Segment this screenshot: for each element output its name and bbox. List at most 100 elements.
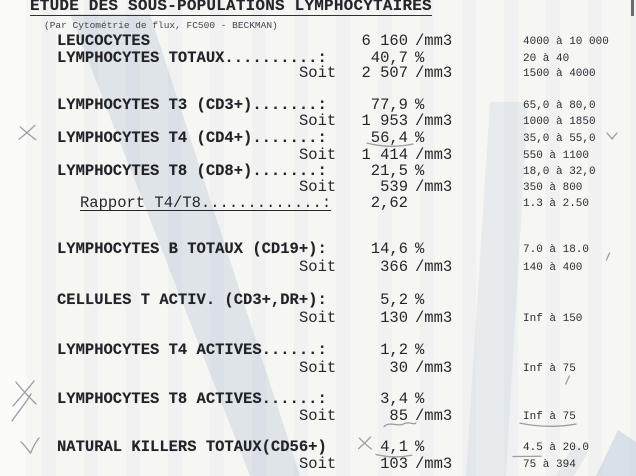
result-row: Soit 103/mm3 75 à 394 (0, 456, 636, 473)
test-name: NATURAL KILLERS TOTAUX(CD56+) (57, 438, 327, 456)
result-unit: /mm3 (415, 258, 453, 276)
result-row: LYMPHOCYTES T3 (CD3+).......: 77,9% 65,0 à… (0, 97, 636, 114)
result-unit: % (415, 438, 425, 456)
result-unit: % (415, 162, 425, 180)
result-unit: /mm3 (415, 32, 453, 50)
result-row: Soit 30/mm3 Inf à 75 (0, 360, 636, 377)
result-unit: /mm3 (415, 178, 453, 196)
soit-label: Soit (299, 258, 337, 276)
result-value: 4,1 (380, 438, 408, 456)
result-unit: % (415, 240, 425, 258)
test-name: CELLULES T ACTIV. (CD3+,DR+): (57, 291, 327, 309)
result-unit: /mm3 (415, 455, 453, 473)
result-unit: % (415, 390, 425, 408)
result-row: Soit 1 414/mm3 550 à 1100 (0, 147, 636, 164)
reference-range: 7.0 à 18.0 (523, 244, 590, 256)
result-row: Soit 1 953/mm3 1000 à 1850 (0, 113, 636, 130)
reference-range: 1500 à 4000 (523, 68, 596, 80)
result-row: Rapport T4/T8.............: 2,62 1.3 à 2.5… (0, 195, 636, 212)
result-unit: /mm3 (415, 359, 453, 377)
reference-range: 4000 à 10 000 (523, 36, 609, 48)
test-name: LYMPHOCYTES T8 (CD8+).......: (57, 162, 327, 180)
soit-label: Soit (299, 309, 337, 327)
result-row: LYMPHOCYTES T4 ACTIVES......: 1,2% (0, 342, 636, 359)
reference-range: 4.5 à 20.0 (523, 442, 590, 454)
result-value: 40,7 (370, 49, 408, 67)
result-row: Soit 539/mm3 350 à 800 (0, 179, 636, 196)
test-name: LYMPHOCYTES T3 (CD3+).......: (57, 96, 327, 114)
result-value: 30 (389, 359, 408, 377)
result-value: 103 (380, 455, 408, 473)
result-unit: /mm3 (415, 112, 453, 130)
soit-label: Soit (299, 64, 337, 82)
result-value: 3,4 (380, 390, 408, 408)
reference-range: 550 à 1100 (523, 150, 590, 162)
result-value: 6 160 (361, 32, 408, 50)
scan-edge-mark (631, 0, 634, 16)
result-unit: /mm3 (415, 309, 453, 327)
report-subtitle: (Par Cytométrie de flux, FC500 - BECKMAN… (44, 20, 278, 31)
reference-range: 1000 à 1850 (523, 116, 596, 128)
result-row: Soit 85/mm3 Inf à 75 (0, 408, 636, 425)
soit-label: Soit (299, 146, 337, 164)
result-row: Soit 130/mm3 Inf à 150 (0, 310, 636, 327)
result-value: 14,6 (370, 240, 408, 258)
result-unit: % (415, 341, 425, 359)
reference-range: 20 à 40 (523, 53, 570, 65)
result-row: LYMPHOCYTES TOTAUX..........: 40,7% 20 à 4… (0, 50, 636, 67)
test-name: Rapport T4/T8.............: (80, 194, 332, 212)
result-value: 1 953 (361, 112, 408, 130)
reference-range: 65,0 à 80,0 (523, 100, 596, 112)
result-value: 2 507 (361, 64, 408, 82)
result-value: 539 (380, 178, 408, 196)
test-name: LYMPHOCYTES T4 (CD4+).......: (57, 129, 327, 147)
result-row: LYMPHOCYTES T8 (CD8+).......: 21,5% 18,0 à… (0, 163, 636, 180)
result-value: 2,62 (370, 194, 408, 212)
reference-range: Inf à 150 (523, 313, 583, 325)
result-unit: /mm3 (415, 146, 453, 164)
result-unit: % (415, 96, 425, 114)
result-row: Soit 366/mm3 140 à 400 (0, 259, 636, 276)
reference-range: Inf à 75 (523, 411, 576, 423)
test-name: LYMPHOCYTES B TOTAUX (CD19+): (57, 240, 327, 258)
report-title: ETUDE DES SOUS-POPULATIONS LYMPHOCYTAIRE… (30, 0, 432, 16)
result-row: NATURAL KILLERS TOTAUX(CD56+) 4,1% 4.5 à 2… (0, 439, 636, 456)
test-name: LEUCOCYTES (57, 32, 151, 50)
reference-range: 35,0 à 55,0 (523, 133, 596, 145)
reference-range: 18,0 à 32,0 (523, 166, 596, 178)
result-value: 130 (380, 309, 408, 327)
result-unit: /mm3 (415, 407, 453, 425)
result-value: 21,5 (370, 162, 408, 180)
result-unit: % (415, 49, 425, 67)
result-value: 366 (380, 258, 408, 276)
result-unit: /mm3 (415, 64, 453, 82)
reference-range: 75 à 394 (523, 459, 576, 471)
test-name: LYMPHOCYTES T8 ACTIVES......: (57, 390, 327, 408)
result-row: LYMPHOCYTES T4 (CD4+).......: 56,4% 35,0 à… (0, 130, 636, 147)
result-row: LEUCOCYTES 6 160/mm3 4000 à 10 000 (0, 33, 636, 50)
result-unit: % (415, 291, 425, 309)
reference-range: Inf à 75 (523, 363, 576, 375)
reference-range: 1.3 à 2.50 (523, 198, 590, 210)
result-unit: % (415, 129, 425, 147)
result-row: LYMPHOCYTES T8 ACTIVES......: 3,4% (0, 391, 636, 408)
result-row: CELLULES T ACTIV. (CD3+,DR+): 5,2% (0, 292, 636, 309)
test-name: LYMPHOCYTES TOTAUX..........: (57, 49, 327, 67)
soit-label: Soit (299, 359, 337, 377)
result-value: 5,2 (380, 291, 408, 309)
result-value: 1,2 (380, 341, 408, 359)
reference-range: 350 à 800 (523, 182, 583, 194)
result-row: Soit 2 507/mm3 1500 à 4000 (0, 65, 636, 82)
reference-range: 140 à 400 (523, 262, 583, 274)
result-value: 85 (389, 407, 408, 425)
result-row: LYMPHOCYTES B TOTAUX (CD19+): 14,6% 7.0 à … (0, 241, 636, 258)
test-name: LYMPHOCYTES T4 ACTIVES......: (57, 341, 327, 359)
soit-label: Soit (299, 178, 337, 196)
result-value: 77,9 (370, 96, 408, 114)
soit-label: Soit (299, 407, 337, 425)
result-value: 56,4 (370, 129, 408, 147)
soit-label: Soit (299, 455, 337, 473)
soit-label: Soit (299, 112, 337, 130)
